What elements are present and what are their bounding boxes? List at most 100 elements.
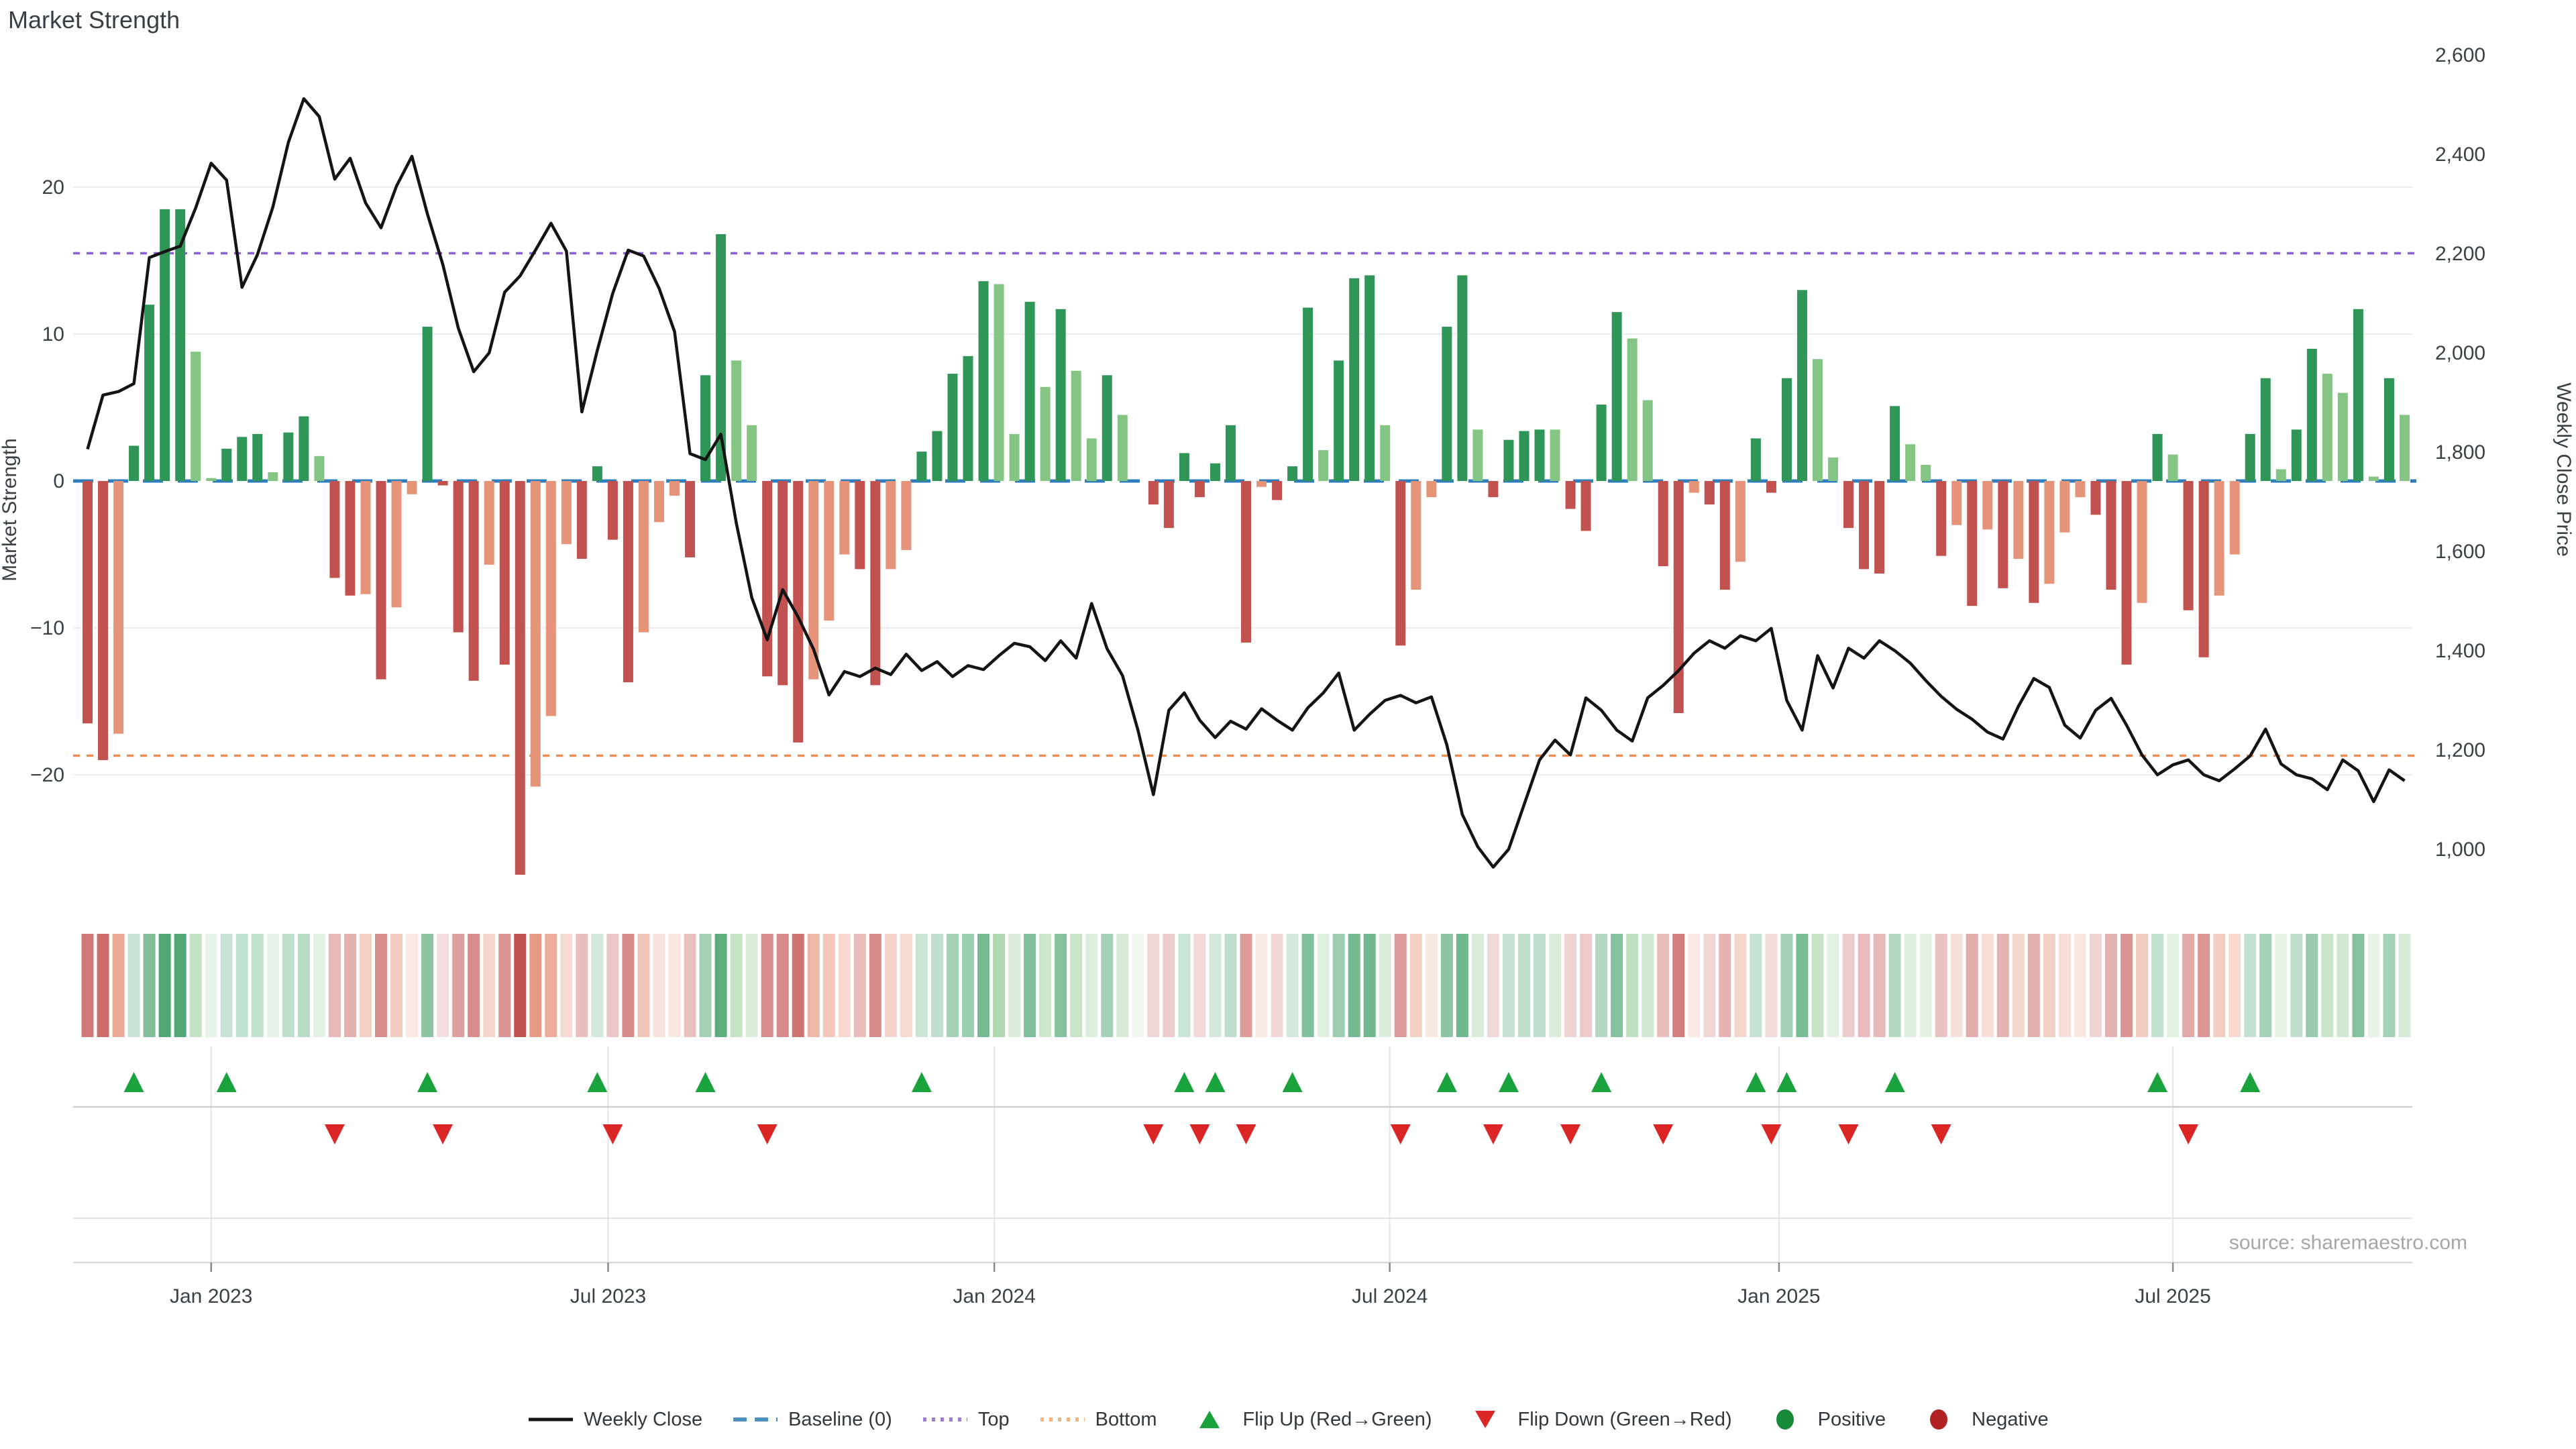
strength-bar: [221, 448, 232, 481]
strength-bar: [484, 481, 494, 565]
strength-bar: [1750, 438, 1761, 481]
strength-bar: [83, 481, 93, 724]
heatmap-cell: [2198, 934, 2210, 1037]
heatmap-cell: [1425, 934, 1438, 1037]
strength-bar: [592, 466, 602, 481]
right-axis-tick: 2,400: [2435, 144, 2485, 166]
strength-bar: [299, 416, 309, 481]
heatmap-cell: [2383, 934, 2396, 1037]
strength-bar: [2214, 481, 2224, 596]
flip-up-marker: [695, 1072, 716, 1092]
heatmap-cell: [822, 934, 835, 1037]
source-text: source: sharemaestro.com: [2229, 1232, 2467, 1254]
heatmap-cell: [189, 934, 202, 1037]
flip-down-marker: [1931, 1124, 1951, 1144]
heatmap-cell: [838, 934, 851, 1037]
heatmap-cell: [1440, 934, 1453, 1037]
heatmap-cell: [1719, 934, 1731, 1037]
heatmap-cell: [282, 934, 294, 1037]
strength-bar: [1380, 425, 1391, 481]
heatmap-cell: [622, 934, 635, 1037]
heatmap-cell: [297, 934, 310, 1037]
heatmap-cell: [81, 934, 94, 1037]
heatmap-cell: [97, 934, 109, 1037]
heatmap-cell: [2027, 934, 2040, 1037]
flip-up-marker: [1205, 1072, 1226, 1092]
strength-bar: [329, 481, 340, 578]
heatmap-cell: [2074, 934, 2086, 1037]
flip-up-marker: [911, 1072, 932, 1092]
strength-bar: [1859, 481, 1870, 570]
strength-bar: [2137, 481, 2147, 603]
heatmap-cell: [2229, 934, 2241, 1037]
chart-legend: Weekly Close Baseline (0) Top Bottom Flip Up…: [0, 1407, 2576, 1432]
heatmap-cell: [112, 934, 125, 1037]
heatmap-cell: [745, 934, 758, 1037]
strength-bar: [1334, 360, 1344, 481]
strength-bar: [515, 481, 525, 875]
heatmap-cell: [1163, 934, 1175, 1037]
x-axis-tick-label: Jul 2023: [570, 1285, 646, 1307]
strength-bar: [2198, 481, 2209, 657]
strength-bar: [994, 284, 1004, 481]
legend-item: Bottom: [1039, 1407, 1157, 1432]
heatmap-cell: [328, 934, 341, 1037]
flip-down-icon: [1474, 1411, 1495, 1428]
strength-bar: [376, 481, 386, 680]
heatmap-cell: [1564, 934, 1577, 1037]
legend-item: Positive: [1762, 1407, 1886, 1432]
strength-bar: [2383, 378, 2394, 481]
strength-bar: [762, 481, 773, 677]
flip-down-marker: [1653, 1124, 1674, 1144]
strength-bar: [731, 360, 742, 481]
flip-up-marker: [123, 1072, 144, 1092]
x-axis-tick-label: Jan 2023: [170, 1285, 252, 1307]
dot-icon: [1930, 1409, 1948, 1430]
strength-bar: [978, 281, 989, 481]
strength-bar: [576, 481, 587, 559]
strength-bar: [2368, 476, 2379, 481]
flip-down-marker: [324, 1124, 345, 1144]
strength-bar: [2167, 454, 2178, 481]
strength-bar: [191, 352, 201, 481]
strength-bar: [1735, 481, 1746, 562]
strength-bar: [1796, 290, 1807, 481]
weekly-close-line: [86, 97, 2406, 869]
heatmap-cell: [2244, 934, 2257, 1037]
strength-bar: [2152, 433, 2163, 481]
heatmap-cell: [1286, 934, 1299, 1037]
heatmap-cell: [1255, 934, 1268, 1037]
heatmap-cell: [1409, 934, 1422, 1037]
strength-bar: [98, 481, 109, 761]
heatmap-cell: [1502, 934, 1515, 1037]
heatmap-cell: [1657, 934, 1670, 1037]
heatmap-cell: [1301, 934, 1314, 1037]
legend-label: Positive: [1817, 1408, 1886, 1430]
heatmap-cell: [406, 934, 419, 1037]
flip-up-marker: [1746, 1072, 1766, 1092]
heatmap-cell: [390, 934, 403, 1037]
heatmap-cell: [2012, 934, 2025, 1037]
heatmap-cell: [668, 934, 681, 1037]
strength-bar: [2337, 392, 2348, 481]
flip-up-marker: [2240, 1072, 2261, 1092]
heatmap-cell: [498, 934, 511, 1037]
legend-label: Flip Up (Red→Green): [1242, 1408, 1432, 1430]
strength-bar: [1503, 439, 1514, 481]
heatmap-cell: [1888, 934, 1901, 1037]
reference-lines: [73, 252, 2416, 757]
strength-bar: [1874, 481, 1885, 574]
strength-bar: [206, 478, 217, 481]
strength-bar: [885, 481, 896, 570]
flip-down-marker: [1483, 1124, 1503, 1144]
strength-bar: [1812, 359, 1823, 481]
heatmap-cell: [266, 934, 279, 1037]
heatmap-cell: [993, 934, 1006, 1037]
heatmap-cell: [2058, 934, 2071, 1037]
right-axis-tick: 2,000: [2435, 342, 2485, 364]
line-sample-icon: [1040, 1417, 1085, 1421]
heatmap-cell: [714, 934, 727, 1037]
flip-down-marker: [757, 1124, 777, 1144]
legend-label: Weekly Close: [584, 1408, 703, 1430]
strength-bar: [2260, 378, 2271, 481]
